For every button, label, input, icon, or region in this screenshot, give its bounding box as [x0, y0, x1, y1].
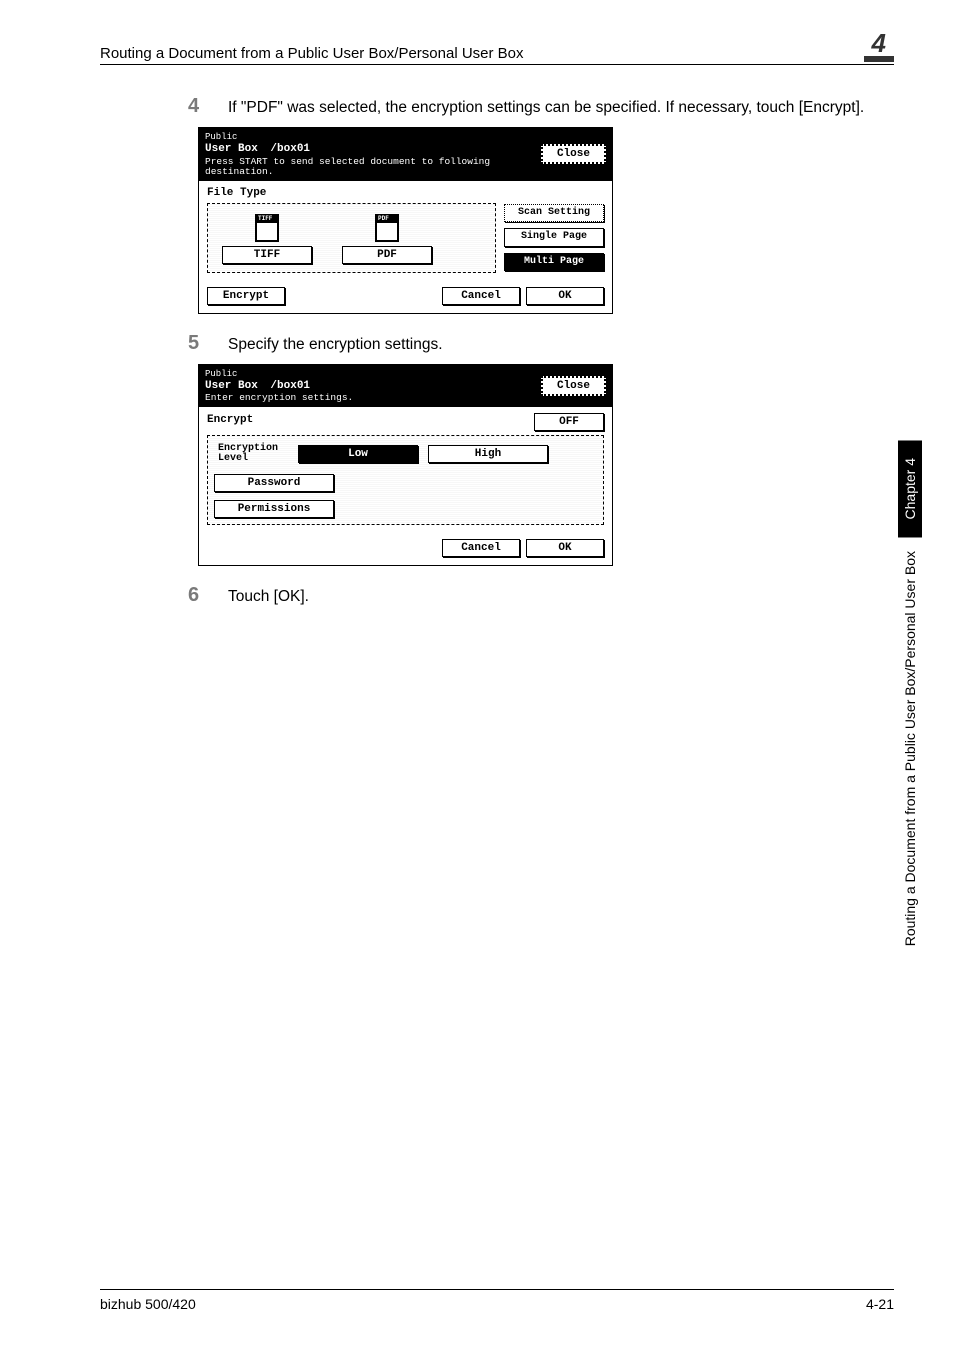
header-chapter-number: 4 [864, 30, 894, 62]
lcd1-cancel-button[interactable]: Cancel [442, 287, 520, 305]
lcd2-title-line2: User Box [205, 380, 258, 392]
step-4-text: If "PDF" was selected, the encryption se… [228, 95, 864, 119]
lcd2-path: /box01 [270, 380, 310, 392]
step-6-text: Touch [OK]. [228, 584, 309, 608]
page-header: Routing a Document from a Public User Bo… [100, 30, 894, 65]
tiff-file-icon: TIFF [255, 214, 279, 242]
lcd1-title-line2: User Box [205, 143, 258, 155]
pdf-file-icon: PDF [375, 214, 399, 242]
step-6: 6 Touch [OK]. [188, 584, 894, 608]
encrypt-off-button[interactable]: OFF [534, 413, 604, 431]
lcd1-close-button[interactable]: Close [541, 144, 606, 164]
lcd2-encrypt-panel: Encryption Level Low High Password Permi… [207, 435, 604, 525]
step-5: 5 Specify the encryption settings. [188, 332, 894, 356]
header-title: Routing a Document from a Public User Bo… [100, 45, 854, 62]
encrypt-button[interactable]: Encrypt [207, 287, 285, 305]
lcd2-section-label: Encrypt [207, 414, 253, 426]
step-5-text: Specify the encryption settings. [228, 332, 443, 356]
lcd-screenshot-filetype: Public User Box /box01 Press START to se… [198, 127, 613, 313]
lcd1-title-line1: Public [205, 132, 237, 142]
step-4-number: 4 [188, 95, 228, 119]
lcd-screenshot-encrypt: Public User Box /box01 Enter encryption … [198, 364, 613, 566]
tiff-button[interactable]: TIFF [222, 246, 312, 264]
footer-model: bizhub 500/420 [100, 1296, 196, 1312]
lcd1-section-label: File Type [207, 187, 604, 199]
footer-page-number: 4-21 [866, 1296, 894, 1312]
lcd2-header: Public User Box /box01 Enter encryption … [199, 365, 612, 407]
step-4: 4 If "PDF" was selected, the encryption … [188, 95, 894, 119]
lcd2-message: Enter encryption settings. [205, 393, 541, 403]
lcd1-filetype-panel: TIFF TIFF PDF PDF [207, 203, 496, 273]
single-page-button[interactable]: Single Page [504, 228, 604, 247]
encryption-low-button[interactable]: Low [298, 445, 418, 463]
step-6-number: 6 [188, 584, 228, 608]
lcd2-cancel-button[interactable]: Cancel [442, 539, 520, 557]
step-5-number: 5 [188, 332, 228, 356]
lcd1-ok-button[interactable]: OK [526, 287, 604, 305]
lcd1-path: /box01 [270, 143, 310, 155]
password-button[interactable]: Password [214, 474, 334, 492]
lcd1-message: Press START to send selected document to… [205, 157, 541, 177]
lcd1-header: Public User Box /box01 Press START to se… [199, 128, 612, 180]
side-tab: Chapter 4 Routing a Document from a Publ… [896, 440, 924, 961]
lcd2-close-button[interactable]: Close [541, 376, 606, 396]
lcd2-ok-button[interactable]: OK [526, 539, 604, 557]
multi-page-button[interactable]: Multi Page [504, 253, 604, 272]
page-footer: bizhub 500/420 4-21 [100, 1289, 894, 1312]
side-tab-title: Routing a Document from a Public User Bo… [898, 537, 922, 960]
scan-setting-button[interactable]: Scan Setting [504, 204, 604, 223]
side-tab-chapter: Chapter 4 [898, 440, 922, 537]
pdf-button[interactable]: PDF [342, 246, 432, 264]
encryption-level-label: Encryption Level [218, 444, 288, 464]
permissions-button[interactable]: Permissions [214, 500, 334, 518]
lcd2-title-line1: Public [205, 369, 237, 379]
encryption-high-button[interactable]: High [428, 445, 548, 463]
